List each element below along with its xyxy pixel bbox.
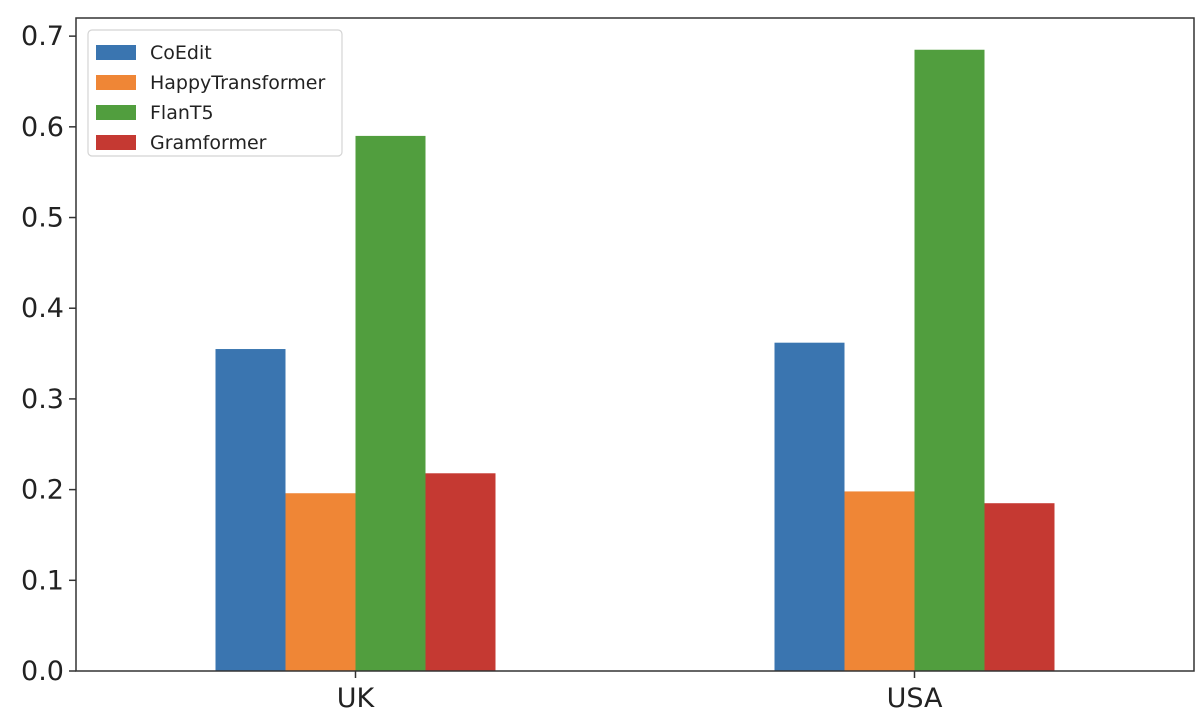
y-tick-label: 0.3 — [21, 384, 64, 415]
x-tick-label: UK — [337, 683, 376, 714]
bar-usa-coedit — [774, 342, 845, 671]
y-tick-label: 0.4 — [21, 293, 64, 324]
bar-uk-gramformer — [425, 473, 496, 671]
bars-group — [215, 49, 1055, 672]
legend: CoEdit HappyTransformer FlanT5 Gramformer — [87, 29, 343, 157]
legend-label-flant5: FlanT5 — [150, 102, 214, 124]
bar-uk-flant5 — [355, 135, 426, 671]
legend-label-coedit: CoEdit — [150, 42, 212, 64]
legend-swatch-gramformer — [96, 135, 136, 150]
bar-usa-gramformer — [984, 503, 1055, 671]
bar-uk-happytransformer — [285, 493, 356, 671]
legend-swatch-flant5 — [96, 105, 136, 120]
plot-frame — [75, 17, 1195, 672]
y-tick-label: 0.6 — [21, 112, 64, 143]
y-tick-label: 0.1 — [21, 565, 64, 596]
y-tick-label: 0.2 — [21, 475, 64, 506]
legend-label-gramformer: Gramformer — [150, 132, 267, 154]
y-tick-label: 0.5 — [21, 203, 64, 234]
legend-swatch-happytransformer — [96, 75, 136, 90]
legend-label-happytransformer: HappyTransformer — [150, 72, 325, 94]
x-axis: UK USA — [337, 671, 943, 714]
bar-uk-coedit — [215, 349, 286, 671]
x-tick-label: USA — [887, 683, 943, 714]
y-axis: 0.0 0.1 0.2 0.3 0.4 0.5 0.6 0.7 — [21, 21, 76, 687]
bar-usa-flant5 — [914, 49, 985, 672]
y-tick-label: 0.7 — [21, 21, 64, 52]
legend-box — [87, 29, 343, 157]
y-tick-label: 0.0 — [21, 656, 64, 687]
legend-swatch-coedit — [96, 45, 136, 60]
bar-usa-happytransformer — [844, 491, 915, 671]
